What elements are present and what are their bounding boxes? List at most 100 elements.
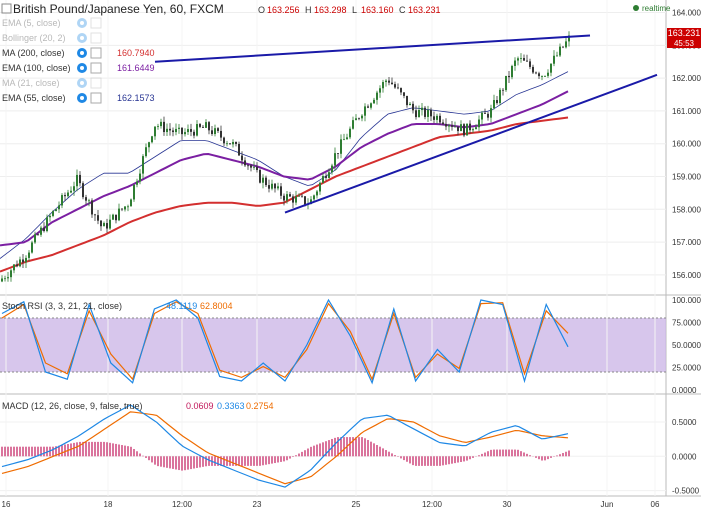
ohlc-value: 163.160 (361, 5, 394, 15)
candle-body (7, 277, 9, 279)
x-tick-label: 16 (2, 500, 11, 509)
candle-body (430, 109, 432, 117)
candle-body (346, 137, 348, 140)
candle-body (73, 186, 75, 191)
eye-pupil-icon (80, 51, 84, 55)
x-tick-label: 18 (104, 500, 113, 509)
indicator-row: EMA (5, close) (2, 17, 102, 29)
candle-body (142, 156, 144, 174)
indicator-name: Bollinger (20, 2) (2, 33, 66, 43)
candle-body (127, 206, 129, 208)
candle-body (316, 191, 318, 196)
candle-body (568, 35, 570, 42)
candle-body (334, 153, 336, 166)
candle-body (226, 143, 228, 145)
candle-body (67, 192, 69, 197)
candle-body (412, 103, 414, 111)
eye-pupil-icon (80, 36, 84, 40)
candle-body (262, 177, 264, 183)
candle-body (280, 186, 282, 196)
ohlc-label: O (258, 5, 265, 15)
candle-body (361, 115, 363, 119)
candle-body (439, 115, 441, 123)
candle-body (10, 270, 12, 278)
candle-body (319, 182, 321, 192)
candle-body (349, 128, 351, 138)
candle-body (43, 227, 45, 232)
candle-body (514, 60, 516, 66)
ohlc-label: C (399, 5, 406, 15)
stoch-k-line (1, 298, 569, 385)
candle-body (40, 227, 42, 235)
candle-body (367, 106, 369, 108)
candle-body (382, 82, 384, 89)
candle-body (55, 209, 57, 212)
candle-body (424, 107, 426, 117)
candle-body (190, 129, 192, 132)
candle-body (529, 61, 531, 67)
candle-body (265, 177, 267, 186)
candle-body (364, 106, 366, 116)
macd-tick-label: 0.0000 (672, 452, 697, 461)
price-badge-bg (667, 28, 701, 48)
candle-body (238, 143, 240, 156)
candle-body (460, 124, 462, 132)
candle-body (565, 41, 567, 48)
candle-body (64, 195, 66, 197)
candle-body (19, 259, 21, 267)
candle-body (292, 196, 294, 203)
candle-body (103, 223, 105, 227)
candle-body (244, 160, 246, 166)
candle-body (178, 127, 180, 129)
candle-body (415, 110, 417, 118)
candle-body (124, 206, 126, 210)
candle-body (478, 119, 480, 128)
candle-body (409, 103, 411, 106)
candle-body (148, 142, 150, 148)
candle-body (391, 82, 393, 85)
indicator-row: EMA (55, close) 162.1573 (2, 92, 155, 104)
indicator-name: MA (21, close) (2, 78, 60, 88)
candle-body (340, 139, 342, 154)
candle-body (427, 109, 429, 117)
macd-tick-label: -0.5000 (672, 487, 700, 496)
stoch-lines (1, 298, 569, 385)
candle-body (256, 166, 258, 171)
candle-body (202, 126, 204, 128)
candle-body (121, 208, 123, 210)
candle-body (4, 278, 6, 280)
candle-body (499, 89, 501, 104)
candle-body (496, 100, 498, 104)
candle-body (34, 234, 36, 243)
candle-body (151, 136, 153, 143)
macd-tick-label: 0.5000 (672, 418, 697, 427)
indicator-value: 162.1573 (117, 93, 155, 103)
candle-body (49, 215, 51, 218)
candle-body (493, 100, 495, 109)
eye-pupil-icon (80, 96, 84, 100)
candle-body (328, 172, 330, 178)
macd-label: MACD (12, 26, close, 9, false, true) (2, 401, 143, 411)
candle-body (358, 118, 360, 120)
candle-body (91, 200, 93, 215)
candle-body (286, 194, 288, 201)
candle-body (22, 259, 24, 263)
chart-title: British Pound/Japanese Yen, 60, FXCM (13, 2, 224, 16)
x-tick-label: Jun (601, 500, 614, 509)
candle-body (511, 65, 513, 78)
candle-body (109, 219, 111, 229)
collapse-icon[interactable] (1, 3, 12, 14)
candle-body (85, 197, 87, 201)
candle-body (208, 122, 210, 131)
ohlc-value: 163.231 (408, 5, 441, 15)
candle-body (385, 80, 387, 83)
price-panel (0, 0, 666, 295)
x-tick-label: 06 (651, 500, 660, 509)
indicator-value: 160.7940 (117, 48, 155, 58)
stoch-k-value: 48.1119 (166, 301, 197, 311)
candle-body (1, 278, 3, 282)
x-tick-label: 25 (352, 500, 361, 509)
candle-body (457, 126, 459, 132)
candle-body (304, 196, 306, 205)
macd-lines (1, 404, 570, 488)
